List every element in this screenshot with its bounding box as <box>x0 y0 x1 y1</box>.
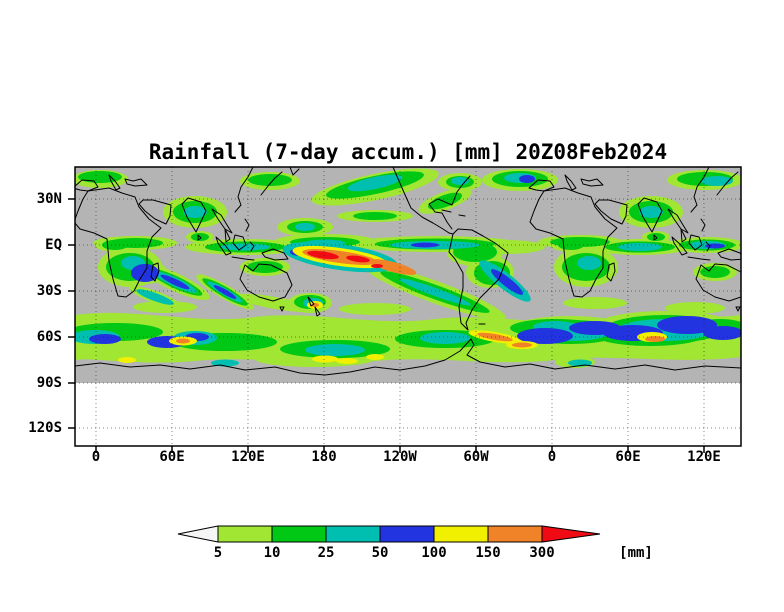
colorbar-label-50: 50 <box>371 545 389 561</box>
coastline-antarctica <box>75 338 741 376</box>
lon-label-0a: 0 <box>91 449 101 465</box>
colorbar-segment-100-150 <box>433 525 489 543</box>
lat-label-120s: 120S <box>28 420 62 436</box>
lon-label-120e: 120E <box>231 449 265 465</box>
colorbar-label-25: 25 <box>317 545 335 561</box>
lat-label-90s: 90S <box>36 375 62 391</box>
lon-label-60e: 60E <box>159 449 185 465</box>
colorbar-arrow-above-300 <box>541 525 601 543</box>
lat-label-60s: 60S <box>36 329 62 345</box>
axis-ticks <box>68 198 705 453</box>
map-frame <box>74 166 742 447</box>
coastline-americas <box>392 167 509 331</box>
colorbar-label-100: 100 <box>421 545 447 561</box>
colorbar-segment-25-50 <box>325 525 381 543</box>
lon-label-120w: 120W <box>383 449 417 465</box>
rainfall-shading <box>75 168 741 368</box>
colorbar-label-300: 300 <box>529 545 555 561</box>
colorbar-segment-10-25 <box>271 525 327 543</box>
lat-label-eq: EQ <box>45 237 62 253</box>
colorbar-segment-150-300 <box>487 525 543 543</box>
colorbar-label-5: 5 <box>213 545 223 561</box>
colorbar-label-150: 150 <box>475 545 501 561</box>
coastlines <box>75 167 741 376</box>
lon-label-180: 180 <box>311 449 337 465</box>
colorbar-segment-50-100 <box>379 525 435 543</box>
colorbar-arrow-below-5 <box>177 525 219 543</box>
lat-label-30s: 30S <box>36 283 62 299</box>
lon-label-60w: 60W <box>463 449 489 465</box>
lat-label-30n: 30N <box>36 191 62 207</box>
colorbar <box>177 525 601 543</box>
chart-title: Rainfall (7-day accum.) [mm] 20Z08Feb202… <box>148 140 668 164</box>
lon-label-120e2: 120E <box>687 449 721 465</box>
rainfall-map <box>68 166 742 453</box>
lon-label-60e2: 60E <box>615 449 641 465</box>
colorbar-label-10: 10 <box>263 545 281 561</box>
colorbar-unit-label: [mm] <box>619 545 653 561</box>
lon-label-0b: 0 <box>547 449 557 465</box>
grid-lines <box>75 167 741 446</box>
colorbar-segment-5-10 <box>217 525 273 543</box>
